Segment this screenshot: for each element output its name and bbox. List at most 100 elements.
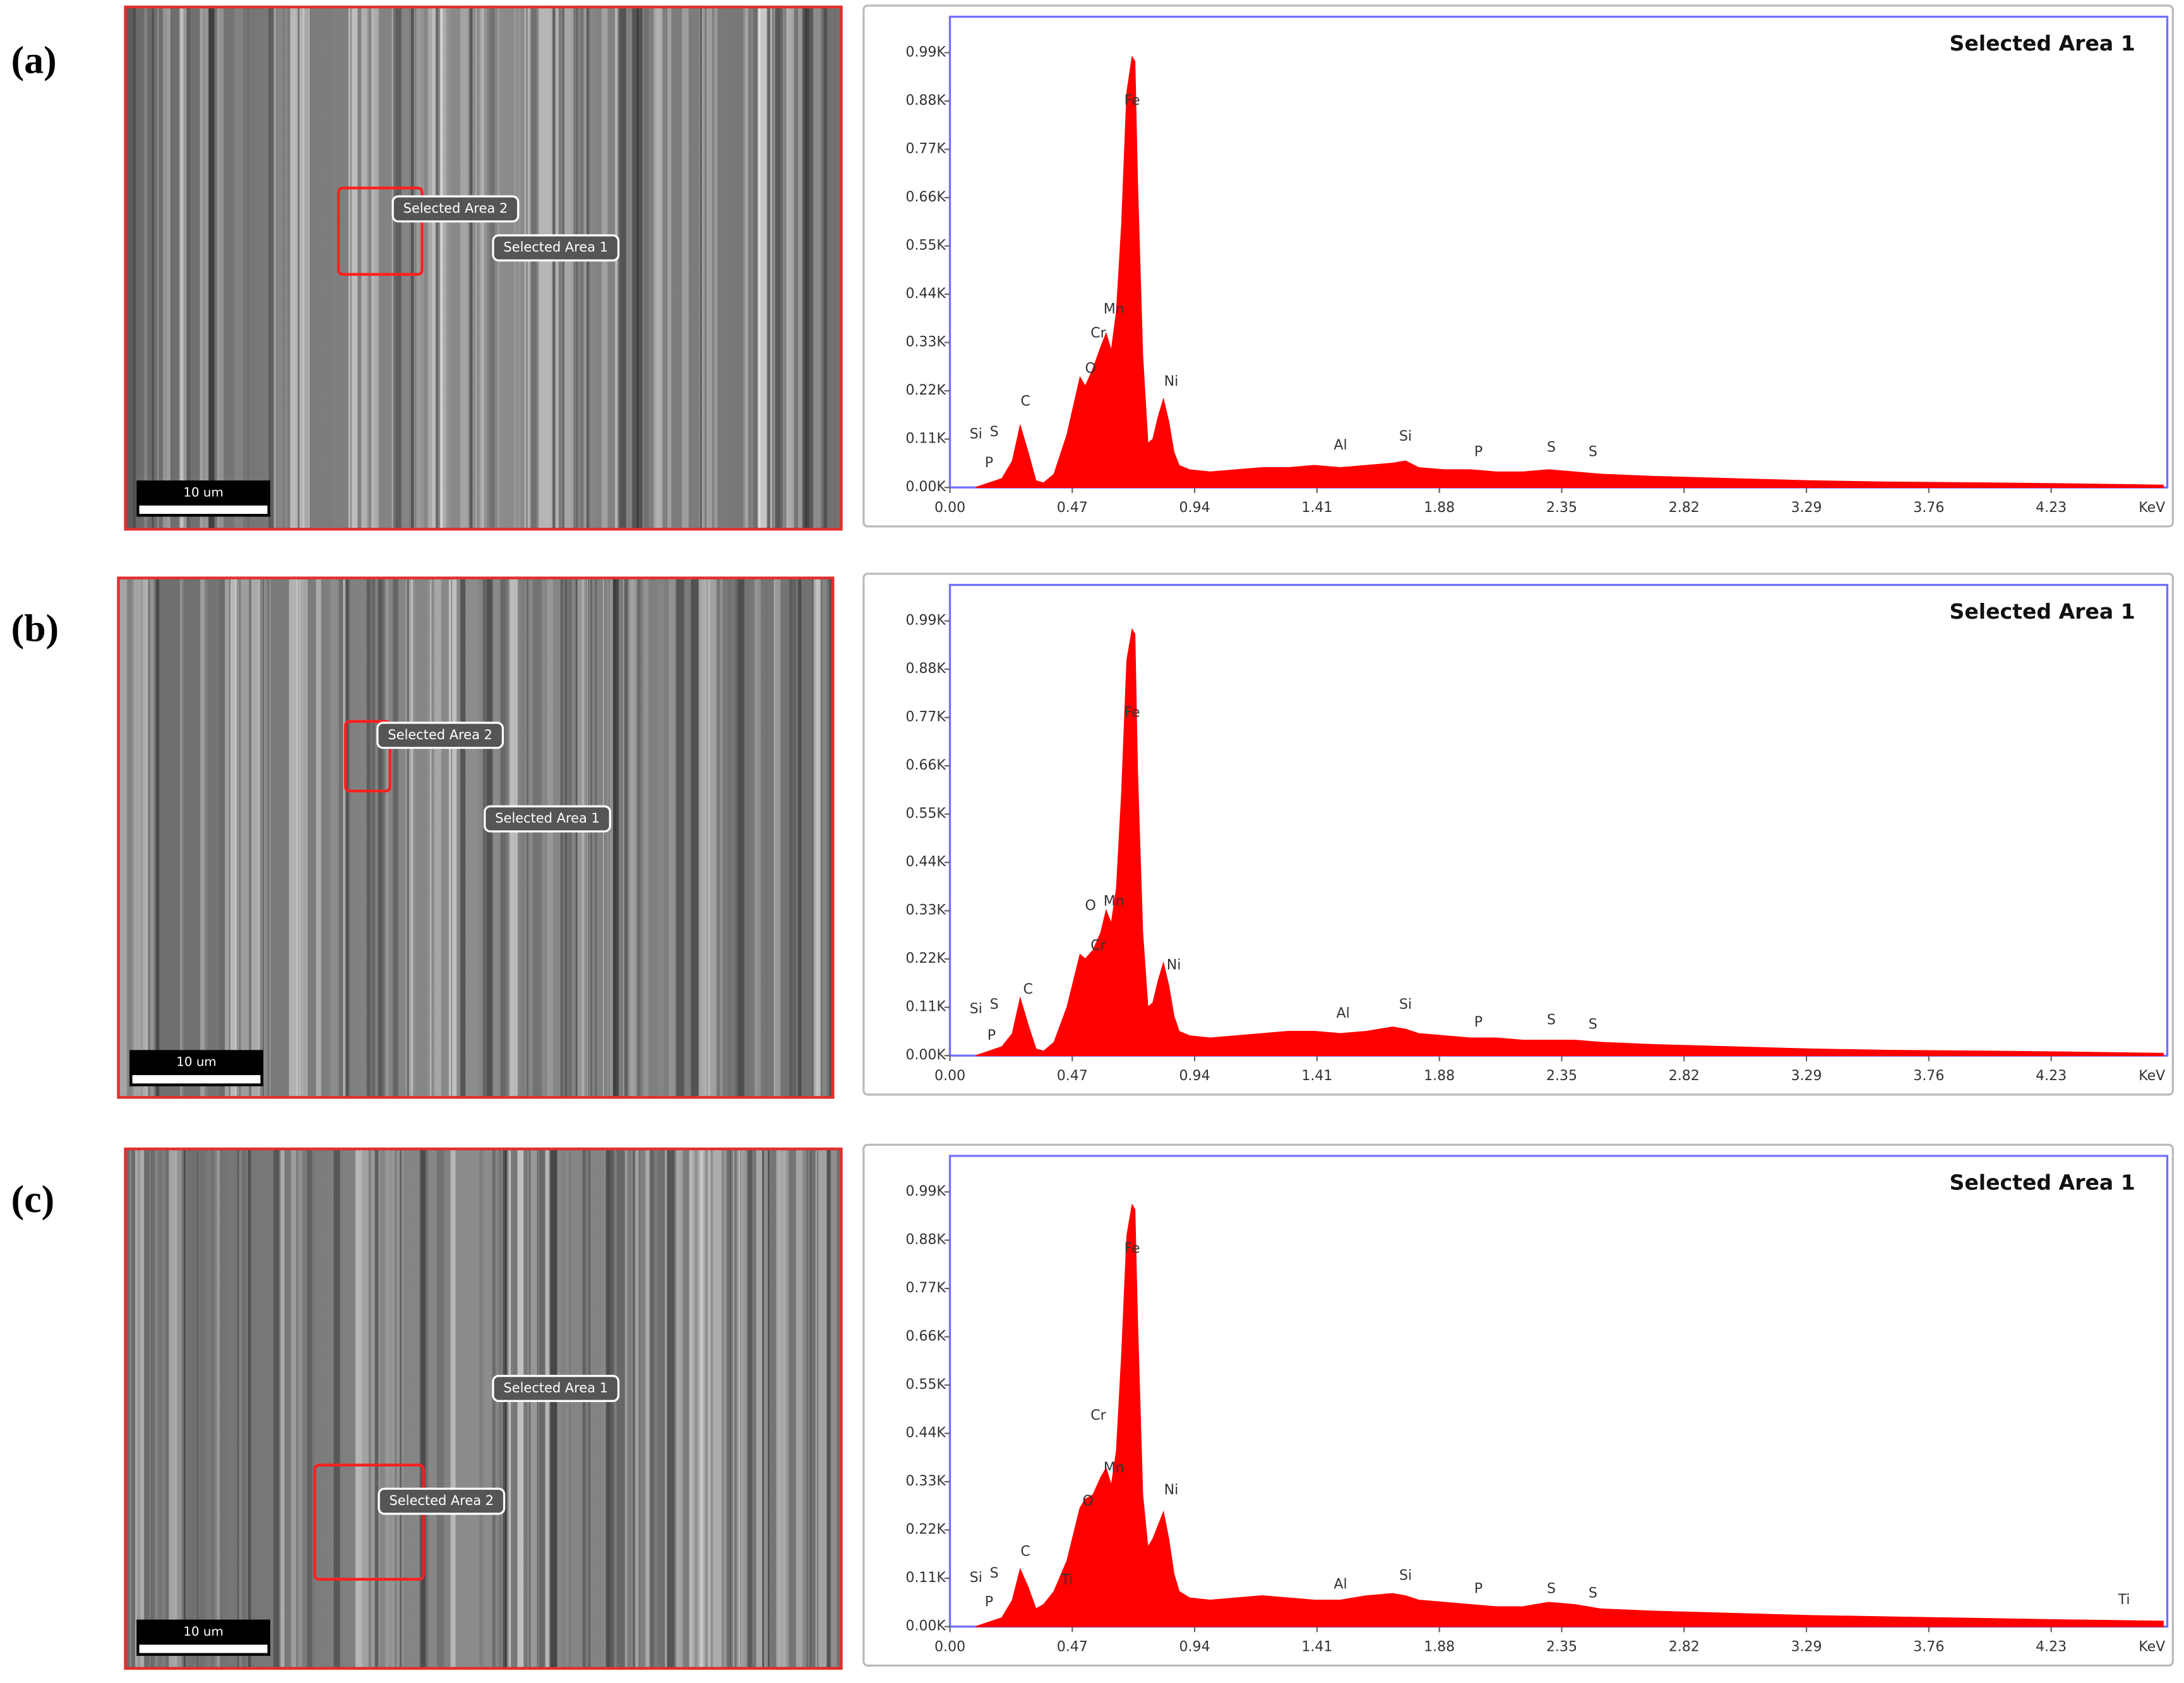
peak-label: P [1474,1014,1483,1030]
x-tick-label: 0.94 [1179,1639,1210,1655]
x-tick-label: 2.35 [1546,1068,1577,1084]
sem-streak [219,578,227,1098]
sem-streak [547,578,553,1098]
sem-streak [645,1148,651,1668]
scale-bar [139,505,268,514]
y-tick-label: 0.55K [905,1377,946,1393]
y-tick-label: 0.66K [905,758,946,773]
sem-streak [818,1148,826,1668]
sem-streak [393,7,402,530]
y-tick-label: 0.99K [905,45,946,61]
sem-streak [744,1148,748,1668]
y-tick-label: 0.99K [905,1184,946,1199]
scale-bar [139,1644,268,1653]
sem-streak [768,7,771,530]
sem-streak [650,1148,654,1668]
peak-label: P [1474,1581,1483,1597]
area-label-box [378,1487,506,1515]
sem-streak [427,578,429,1098]
sem-streak [280,1148,282,1668]
panel-label: (c) [11,1178,55,1221]
sem-streak [291,1148,297,1668]
sem-streak [708,1148,711,1668]
y-tick-label: 0.88K [905,661,946,677]
y-tick-label: 0.00K [905,1047,946,1063]
sem-streak [643,578,649,1098]
sem-streak [757,578,760,1098]
area-label-box [492,1374,620,1402]
sem-streak [260,578,263,1098]
sem-streak [328,7,333,530]
x-tick-label: 0.94 [1179,500,1210,516]
sem-streak [510,578,518,1098]
y-tick-label: 0.77K [905,710,946,725]
sem-streak [127,578,131,1098]
sem-streak [410,7,411,530]
peak-label: C [1020,1543,1030,1559]
peak-label: Ti [2118,1592,2130,1608]
y-tick-label: 0.88K [905,93,946,109]
sem-streak [429,578,432,1098]
sem-streak [698,578,705,1098]
sem-streak [588,7,594,530]
sem-streak [837,7,838,530]
sem-streak [707,7,713,530]
peak-label: P [988,1028,996,1044]
peak-label: Al [1334,1577,1347,1593]
x-tick-label: 0.00 [934,500,965,516]
chart-panel [862,573,2175,1096]
sem-streak [801,1148,809,1668]
spectrum-area [976,1203,2164,1627]
sem-streak [298,1148,302,1668]
y-tick-label: 0.22K [905,383,946,398]
peak-label: S [1589,1585,1597,1601]
sem-streak [526,578,529,1098]
peak-label: Mn [1104,301,1125,317]
sem-streak [657,578,665,1098]
sem-streak [290,7,298,530]
sem-streak [464,1148,470,1668]
sem-streak [241,578,249,1098]
y-tick-label: 0.44K [905,854,946,870]
sem-streak [525,7,528,530]
x-tick-label: 2.35 [1546,1639,1577,1655]
sem-streak [737,1148,740,1668]
y-tick-label: 0.88K [905,1232,946,1248]
peak-label: S [1589,1016,1597,1032]
sem-streak [155,1148,163,1668]
sem-streak [157,7,159,530]
sem-streak [773,578,781,1098]
x-tick-label: 2.35 [1546,500,1577,516]
sem-streak [180,578,182,1098]
sem-streak [479,7,486,530]
sem-streak [247,7,249,530]
sem-streak [182,578,184,1098]
sem-streak [799,578,802,1098]
sem-streak [482,1148,484,1668]
sem-streak [150,578,154,1098]
sem-streak [129,1148,131,1668]
sem-streak [362,1148,369,1668]
peak-label: Si [970,1001,982,1017]
y-tick-label: 0.44K [905,1425,946,1441]
sem-streak [234,7,243,530]
sem-streak [299,7,304,530]
sem-streak [174,1148,182,1668]
peak-label: S [1547,1581,1556,1597]
sem-streak [409,578,415,1098]
sem-streak [601,7,608,530]
sem-streak [399,1148,403,1668]
area-label-box [391,195,520,223]
sem-streak [789,578,796,1098]
sem-streak [289,578,298,1098]
x-axis-label: KeV [2139,1639,2165,1655]
sem-streak [307,1148,313,1668]
sem-streak [582,578,587,1098]
y-tick-label: 0.55K [905,806,946,822]
peak-label: Si [970,1570,982,1586]
peak-label: O [1085,360,1095,376]
peak-label: S [1589,444,1597,460]
peak-label: Si [1399,429,1412,444]
sem-streak [499,7,504,530]
